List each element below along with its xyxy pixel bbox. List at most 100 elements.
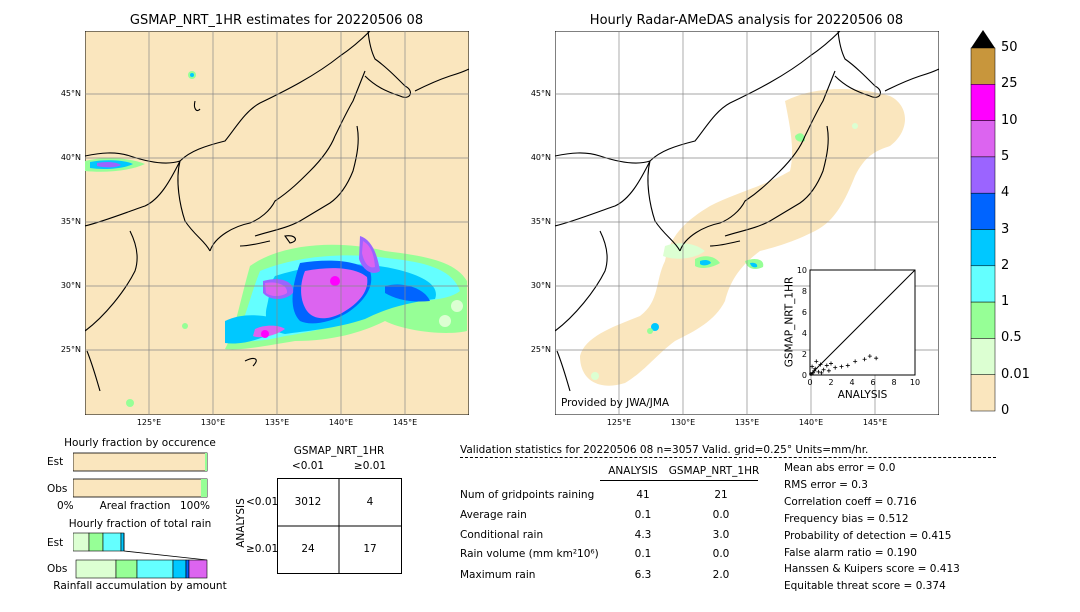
inset-point [811,370,816,375]
left-rain-areas [85,71,467,407]
inset-point [845,363,850,368]
left-lat-label: 25°N [60,345,81,354]
total-rain-footer: Rainfall accumulation by amount [53,580,227,592]
total-rain-est-segment [102,532,122,552]
total-rain-obs-segment [136,559,174,579]
inset-point [824,363,829,368]
validation-row-label: Average rain [460,509,527,521]
occurrence-axis-mid: Areal fraction [99,500,171,512]
inset-ytick: 10 [797,266,807,275]
inset-point [816,369,821,374]
total-rain-chart [73,532,208,579]
colorbar-label: 0.01 [1001,366,1030,382]
colorbar-block [970,84,996,121]
contingency-title: GSMAP_NRT_1HR [293,445,385,457]
inset-ytick: 0 [802,371,807,380]
validation-col-gsmap: GSMAP_NRT_1HR [668,465,760,477]
occurrence-chart [73,452,208,498]
inset-point [867,354,872,359]
colorbar-block [970,120,996,158]
contingency-cell-d: 17 [363,543,377,555]
inset-point [818,362,823,367]
right-lat-label: 45°N [530,89,551,98]
inset-ytick: 8 [802,287,807,296]
inset-xtick: 10 [910,378,920,387]
inset-point [826,368,831,373]
right-lon-label: 125°E [606,418,632,427]
colorbar-block [970,301,996,339]
colorbar-block [970,47,996,85]
inset-point [839,364,844,369]
inset-point [821,367,826,372]
score-hk: Hanssen & Kuipers score = 0.413 [784,563,960,575]
colorbar-label: 5 [1001,148,1010,164]
right-lon-label: 130°E [670,418,696,427]
colorbar-block [970,229,996,267]
inset-xtick: 6 [870,378,875,387]
contingency-grid [277,478,402,574]
inset-point [814,359,819,364]
inset-xtick: 4 [849,378,854,387]
colorbar-label: 0 [1001,403,1010,418]
inset-point [812,368,817,373]
inset-point [862,357,867,362]
right-lat-label: 25°N [530,345,551,354]
inset-point [853,359,858,364]
validation-row-analysis: 6.3 [634,569,652,581]
colorbar-label: 50 [1001,40,1018,55]
occurrence-axis-right: 100% [180,500,211,512]
validation-row-gsmap: 21 [714,489,728,501]
contingency-col2: ≥0.01 [353,460,387,472]
inset-ytick: 6 [802,308,807,317]
validation-row-analysis: 0.1 [634,509,652,521]
total-rain-est-segment [73,532,90,552]
occurrence-obs-label: Obs [47,483,68,495]
colorbar-block [970,156,996,194]
inset-xtick: 8 [891,378,896,387]
score-far: False alarm ratio = 0.190 [784,547,917,559]
validation-row-gsmap: 2.0 [712,569,730,581]
inset-point [813,366,818,371]
inset-xtick: 2 [828,378,833,387]
right-lat-label: 35°N [530,217,551,226]
contingency-cell-c: 24 [301,543,315,555]
total-rain-est-label: Est [47,537,64,549]
left-gridlines [85,31,469,415]
total-rain-obs-segment [188,559,208,579]
total-rain-obs-label: Obs [47,563,68,575]
inset-point [829,361,833,366]
inset-point [833,365,838,370]
right-map [555,31,939,415]
right-lat-label: 30°N [530,281,551,290]
inset-point [809,371,814,376]
inset-point [819,370,824,375]
validation-row-analysis: 4.3 [634,529,652,541]
colorbar-label: 0.5 [1001,330,1022,346]
inset-xtick: 0 [807,378,812,387]
inset-ytick: 4 [802,329,807,338]
colorbar-label: 25 [1001,76,1018,92]
occurrence-obs-rain-bar [200,479,207,497]
validation-row-label: Maximum rain [460,569,536,581]
contingency-row1: <0.01 [246,496,279,508]
validation-header: Validation statistics for 20220506 08 n=… [460,444,869,456]
left-lon-label: 125°E [136,418,162,427]
inset-xlabel: ANALYSIS [837,389,888,401]
contingency-col1: <0.01 [291,460,325,472]
total-rain-obs-segment [115,559,138,579]
validation-row-analysis: 0.1 [634,548,652,560]
score-frequency-bias: Frequency bias = 0.512 [784,513,909,525]
validation-row-gsmap: 0.0 [712,548,730,560]
total-rain-obs-segment [75,559,117,579]
colorbar-label: 3 [1001,221,1010,237]
colorbar-block [970,192,996,230]
right-lon-label: 145°E [862,418,888,427]
score-pod: Probability of detection = 0.415 [784,530,952,542]
validation-row-gsmap: 0.0 [712,509,730,521]
validation-col-rule [600,480,758,481]
right-lon-label: 135°E [734,418,760,427]
colorbar-label: 4 [1001,185,1010,201]
occurrence-est-label: Est [47,456,64,468]
inset-point [810,364,815,369]
inset-point [874,356,879,361]
